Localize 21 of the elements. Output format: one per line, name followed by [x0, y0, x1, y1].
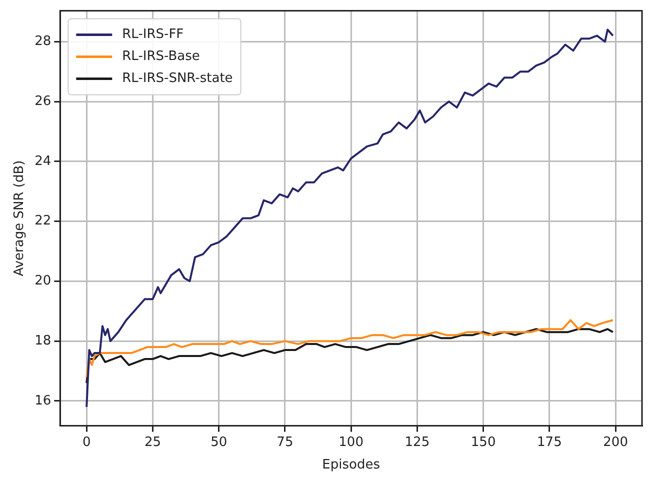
x-tick-label: 0 — [82, 434, 91, 450]
legend-label: RL-IRS-FF — [122, 27, 184, 42]
x-tick-label: 175 — [537, 434, 562, 450]
x-axis-title: Episodes — [322, 458, 380, 473]
y-tick-label: 28 — [34, 34, 52, 50]
x-tick-label: 50 — [210, 434, 228, 450]
y-axis-title: Average SNR (dB) — [12, 160, 28, 276]
y-tick-label: 16 — [34, 393, 52, 408]
x-tick-label: 150 — [470, 434, 496, 450]
x-tick-label: 200 — [603, 434, 628, 450]
legend-label: RL-IRS-SNR-state — [122, 71, 233, 86]
x-tick-label: 75 — [276, 434, 294, 450]
x-tick-label: 25 — [144, 434, 161, 450]
y-tick-label: 22 — [34, 214, 52, 229]
legend-label: RL-IRS-Base — [122, 49, 200, 64]
y-tick-label: 20 — [34, 274, 52, 289]
x-tick-label: 125 — [404, 434, 430, 450]
x-tick-label: 100 — [338, 434, 364, 450]
y-tick-label: 26 — [34, 94, 52, 109]
y-tick-label: 24 — [34, 154, 52, 169]
y-tick-label: 18 — [34, 333, 52, 348]
